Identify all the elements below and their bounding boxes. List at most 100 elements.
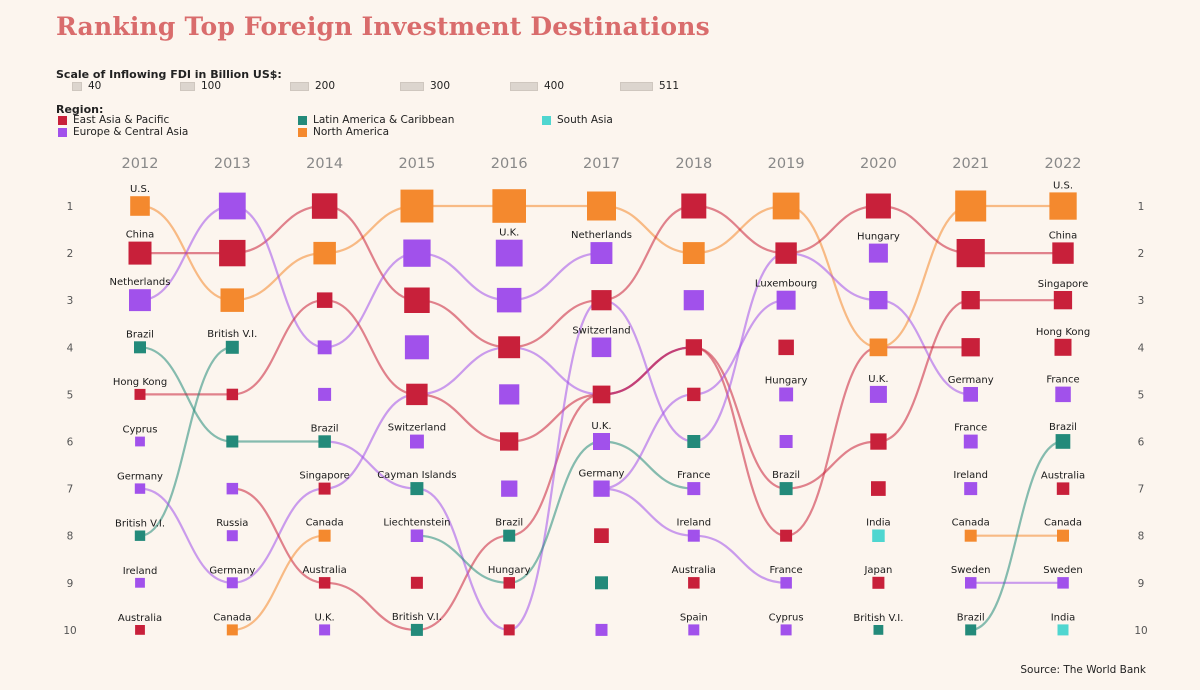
country-label: Ireland bbox=[123, 566, 158, 577]
year-label: 2021 bbox=[952, 156, 989, 172]
scale-legend-item: 400 bbox=[510, 78, 564, 94]
country-label: Canada bbox=[952, 518, 990, 529]
rank-square-2019-9 bbox=[780, 577, 792, 589]
country-label: U.K. bbox=[868, 374, 888, 385]
rank-square-2014-7 bbox=[318, 482, 331, 495]
rank-square-2019-2 bbox=[775, 242, 797, 264]
rank-square-2015-5 bbox=[406, 383, 428, 406]
scale-legend-heading: Scale of Inflowing FDI in Billion US$: bbox=[56, 68, 282, 81]
country-label: Australia bbox=[1041, 470, 1085, 481]
region-legend-item-na: North America bbox=[298, 126, 389, 138]
scale-legend-label: 40 bbox=[88, 80, 102, 92]
country-label: Canada bbox=[213, 612, 251, 623]
country-label: British V.I. bbox=[115, 519, 165, 530]
connection-line-eca bbox=[231, 346, 695, 584]
scale-legend-item: 100 bbox=[180, 78, 221, 94]
connection-line-eca bbox=[138, 204, 603, 349]
rank-square-2022-6 bbox=[1055, 434, 1071, 449]
rank-square-2015-8 bbox=[410, 529, 424, 542]
country-label: France bbox=[769, 565, 802, 576]
rank-square-2016-2 bbox=[495, 239, 523, 267]
connection-line-lac bbox=[138, 346, 234, 537]
rank-square-2022-3 bbox=[1053, 291, 1073, 310]
rank-square-2016-8 bbox=[503, 529, 516, 542]
rank-square-2016-5 bbox=[499, 384, 520, 405]
rank-label-right: 5 bbox=[1138, 389, 1145, 401]
country-label: Spain bbox=[680, 612, 708, 623]
rank-square-2019-4 bbox=[778, 339, 794, 356]
rank-square-2013-5 bbox=[226, 388, 239, 401]
region-swatch bbox=[58, 127, 67, 137]
country-label: Brazil bbox=[957, 612, 985, 623]
country-label: China bbox=[126, 230, 155, 241]
rank-square-2012-2 bbox=[128, 241, 152, 265]
rank-square-2021-4 bbox=[961, 338, 980, 357]
rank-square-2019-5 bbox=[779, 387, 794, 402]
region-legend-label: East Asia & Pacific bbox=[73, 114, 170, 126]
rank-square-2012-8 bbox=[134, 530, 146, 541]
rank-square-2017-7 bbox=[593, 480, 610, 497]
country-label: India bbox=[1051, 612, 1076, 623]
rank-square-2019-6 bbox=[779, 435, 793, 448]
rank-square-2018-3 bbox=[683, 290, 704, 311]
rank-square-2020-5 bbox=[869, 385, 887, 403]
country-label: U.S. bbox=[130, 184, 150, 195]
region-legend-item-eap: East Asia & Pacific bbox=[58, 114, 169, 126]
rank-square-2014-6 bbox=[318, 435, 331, 448]
region-swatch bbox=[298, 115, 307, 125]
rank-square-2017-10 bbox=[595, 623, 608, 636]
rank-label-left: 6 bbox=[67, 437, 74, 449]
rank-square-2017-4 bbox=[591, 337, 612, 358]
rank-square-2017-8 bbox=[594, 528, 609, 543]
country-label: Canada bbox=[1044, 518, 1082, 529]
scale-legend-box bbox=[290, 81, 309, 91]
rank-square-2016-6 bbox=[500, 432, 519, 451]
country-label: Cyprus bbox=[123, 425, 158, 436]
rank-square-2018-4 bbox=[685, 339, 702, 356]
region-legend-label: Latin America & Caribbean bbox=[313, 114, 455, 126]
rank-square-2019-3 bbox=[776, 290, 796, 310]
scale-legend-label: 100 bbox=[201, 80, 222, 92]
rank-label-right: 4 bbox=[1138, 342, 1145, 354]
rank-square-2018-1 bbox=[681, 193, 707, 219]
country-label: Luxembourg bbox=[755, 279, 817, 290]
region-legend-label: South Asia bbox=[557, 114, 613, 126]
country-label: U.K. bbox=[591, 421, 611, 432]
country-label: Germany bbox=[117, 471, 163, 482]
country-label: China bbox=[1049, 230, 1078, 241]
rank-square-2020-10 bbox=[873, 625, 884, 635]
rank-label-left: 8 bbox=[67, 531, 74, 543]
scale-legend-label: 200 bbox=[315, 80, 336, 92]
rank-square-2015-10 bbox=[410, 623, 423, 636]
year-label: 2020 bbox=[860, 156, 897, 172]
rank-square-2019-7 bbox=[779, 482, 793, 496]
rank-square-2022-9 bbox=[1057, 577, 1069, 589]
country-label: U.S. bbox=[1053, 180, 1073, 191]
scale-legend-item: 511 bbox=[620, 78, 679, 94]
rank-square-2013-6 bbox=[226, 435, 239, 448]
country-label: Netherlands bbox=[110, 277, 171, 288]
connection-line-eca bbox=[138, 487, 234, 584]
year-label: 2018 bbox=[675, 156, 712, 172]
rank-square-2016-1 bbox=[492, 189, 526, 223]
rank-square-2021-10 bbox=[965, 624, 977, 636]
rank-square-2020-8 bbox=[872, 529, 885, 542]
country-label: British V.I. bbox=[207, 329, 257, 340]
region-legend-heading: Region: bbox=[56, 103, 104, 116]
region-legend: East Asia & Pacific Latin America & Carib… bbox=[58, 114, 758, 142]
country-label: Japan bbox=[863, 565, 892, 576]
rank-square-2018-2 bbox=[682, 242, 705, 264]
rank-square-2015-6 bbox=[410, 434, 424, 449]
connection-line-na bbox=[138, 204, 1065, 349]
region-swatch bbox=[542, 115, 551, 125]
rank-square-2022-1 bbox=[1049, 192, 1077, 220]
country-label: Sweden bbox=[1043, 565, 1083, 576]
rank-square-2014-4 bbox=[317, 340, 332, 355]
rank-label-right: 6 bbox=[1138, 437, 1145, 449]
rank-square-2018-5 bbox=[687, 387, 701, 402]
country-label: Brazil bbox=[126, 329, 154, 340]
country-label: U.K. bbox=[314, 612, 334, 623]
scale-legend-label: 400 bbox=[544, 80, 565, 92]
rank-square-2021-3 bbox=[961, 291, 980, 310]
